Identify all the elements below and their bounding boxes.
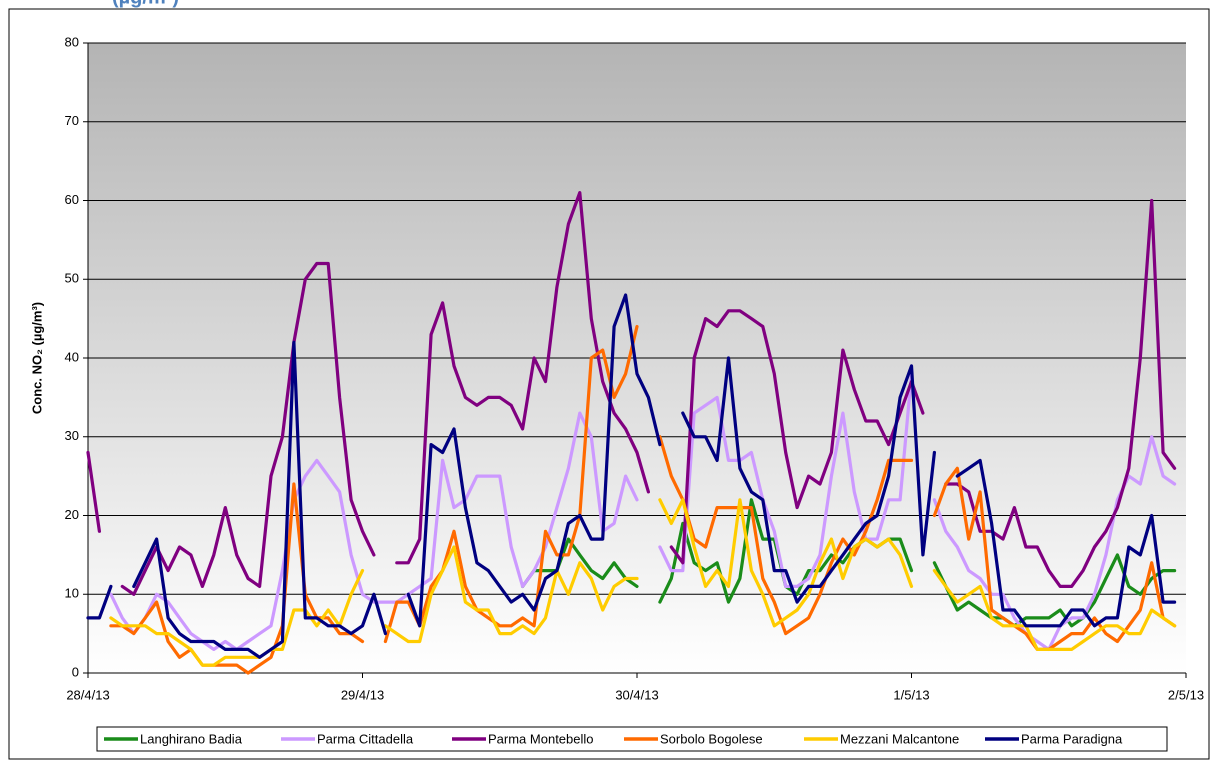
series-line	[932, 569, 1177, 651]
series-line	[955, 458, 1177, 628]
y-tick-label: 20	[65, 507, 79, 522]
chart-title: (µg/m³)	[112, 0, 179, 8]
y-tick-label: 30	[65, 428, 79, 443]
series-line	[120, 261, 376, 596]
legend: Langhirano Badia Parma Cittadella Parma Mo…	[104, 731, 1123, 746]
legend-label: Parma Cittadella	[317, 731, 414, 746]
series-line	[132, 340, 387, 659]
series-line	[395, 191, 650, 565]
x-tick-label: 30/4/13	[615, 687, 658, 702]
series-line	[658, 498, 914, 628]
series-line	[383, 324, 639, 644]
x-tick-label: 28/4/13	[66, 687, 109, 702]
y-tick-label: 70	[65, 113, 79, 128]
series-line	[86, 584, 113, 620]
series-line	[86, 450, 101, 533]
y-tick-label: 40	[65, 349, 79, 364]
legend-label: Parma Montebello	[488, 731, 594, 746]
y-axis-label: Conc. NO₂ (µg/m³)	[29, 302, 44, 414]
series-line	[109, 411, 639, 651]
lines	[86, 191, 1177, 675]
y-tick-label: 0	[72, 664, 79, 679]
legend-label: Sorbolo Bogolese	[660, 731, 763, 746]
series-line	[383, 545, 639, 644]
legend-label: Mezzani Malcantone	[840, 731, 959, 746]
y-tick-label: 80	[65, 34, 79, 49]
series-line	[658, 372, 914, 588]
y-tick-label: 60	[65, 192, 79, 207]
legend-label: Parma Paradigna	[1021, 731, 1123, 746]
grid: 0 10 20 30 40 50 60 70 80 28/4/13 29/4/13 30/4/13 1/…	[65, 34, 1205, 702]
legend-label: Langhirano Badia	[140, 731, 243, 746]
series-line	[669, 309, 925, 565]
series-line	[932, 435, 1177, 651]
series-line	[681, 356, 936, 604]
series-line	[406, 293, 662, 628]
series-line	[932, 553, 1177, 628]
x-tick-label: 2/5/13	[1168, 687, 1204, 702]
x-tick-label: 1/5/13	[893, 687, 929, 702]
y-tick-label: 50	[65, 271, 79, 286]
y-tick-label: 10	[65, 586, 79, 601]
series-line	[932, 466, 1177, 651]
x-tick-label: 29/4/13	[341, 687, 384, 702]
